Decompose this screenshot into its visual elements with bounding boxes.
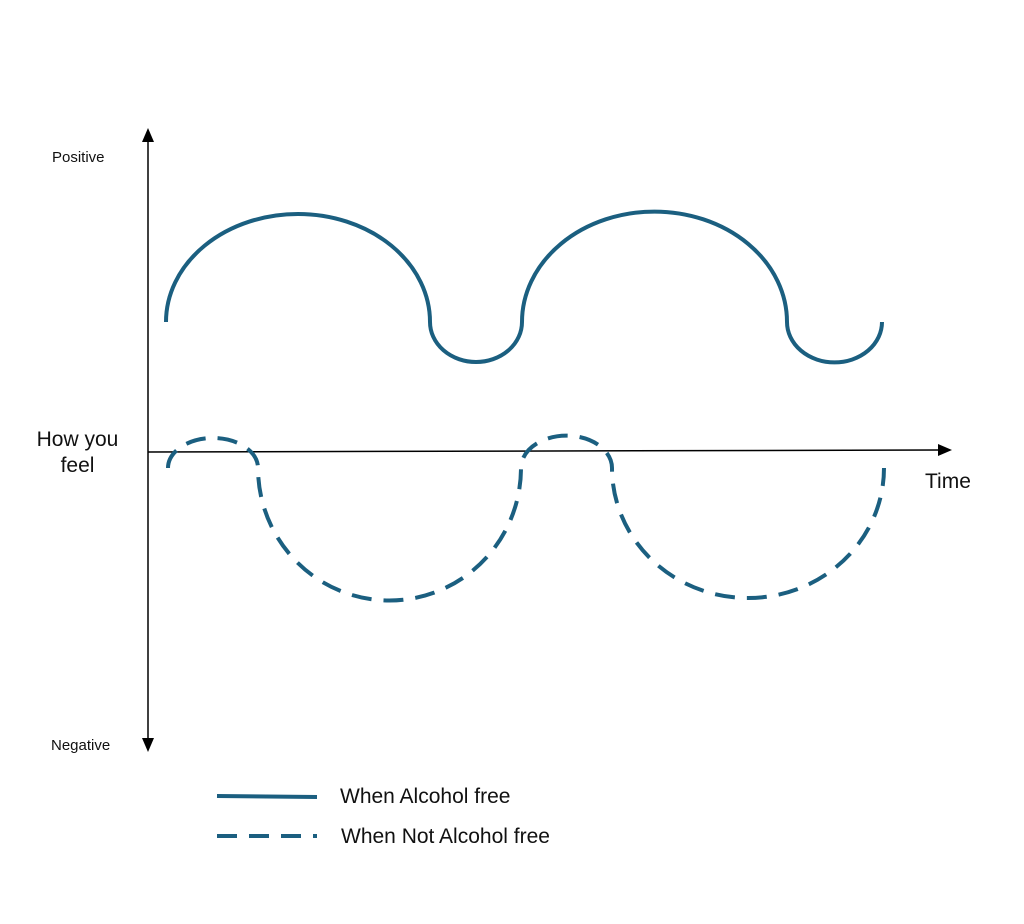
not-alcohol-free-curve [166,433,886,603]
negative-label: Negative [51,737,111,754]
legend-label: When Not Alcohol free [341,825,550,848]
y-arrow-up [142,128,154,142]
legend-label: When Alcohol free [340,785,511,808]
y-axis-label: How you feel [36,428,119,477]
y-arrow-down [142,738,154,752]
legend-solid-swatch [216,794,318,799]
x-axis [147,449,941,453]
alcohol-free-curve [164,209,884,365]
x-axis-label: Time [925,470,971,493]
positive-label: Positive [52,149,105,166]
x-arrow [938,444,952,456]
